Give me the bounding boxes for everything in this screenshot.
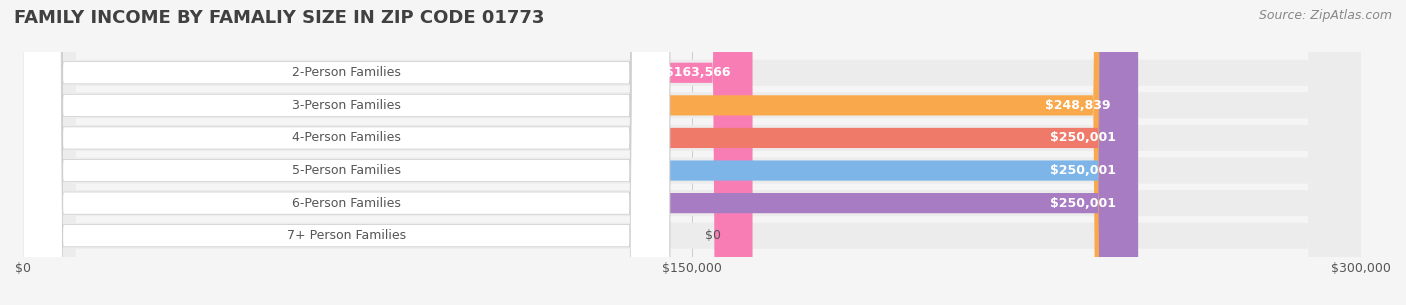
FancyBboxPatch shape bbox=[22, 0, 669, 305]
FancyBboxPatch shape bbox=[22, 0, 1137, 305]
Text: $250,001: $250,001 bbox=[1050, 164, 1116, 177]
Text: 6-Person Families: 6-Person Families bbox=[292, 197, 401, 210]
FancyBboxPatch shape bbox=[22, 0, 752, 305]
FancyBboxPatch shape bbox=[22, 0, 1361, 305]
FancyBboxPatch shape bbox=[22, 0, 669, 305]
FancyBboxPatch shape bbox=[22, 0, 669, 305]
FancyBboxPatch shape bbox=[22, 0, 1361, 305]
FancyBboxPatch shape bbox=[22, 0, 1361, 305]
Text: $248,839: $248,839 bbox=[1045, 99, 1111, 112]
Text: $0: $0 bbox=[706, 229, 721, 242]
Text: 5-Person Families: 5-Person Families bbox=[292, 164, 401, 177]
FancyBboxPatch shape bbox=[22, 0, 1361, 305]
FancyBboxPatch shape bbox=[22, 0, 669, 305]
Text: $163,566: $163,566 bbox=[665, 66, 730, 79]
Text: Source: ZipAtlas.com: Source: ZipAtlas.com bbox=[1258, 9, 1392, 22]
FancyBboxPatch shape bbox=[22, 0, 669, 305]
Text: 2-Person Families: 2-Person Families bbox=[292, 66, 401, 79]
Text: FAMILY INCOME BY FAMALIY SIZE IN ZIP CODE 01773: FAMILY INCOME BY FAMALIY SIZE IN ZIP COD… bbox=[14, 9, 544, 27]
FancyBboxPatch shape bbox=[22, 0, 669, 305]
FancyBboxPatch shape bbox=[22, 0, 1137, 305]
Text: 3-Person Families: 3-Person Families bbox=[292, 99, 401, 112]
FancyBboxPatch shape bbox=[22, 0, 1133, 305]
Text: $250,001: $250,001 bbox=[1050, 131, 1116, 145]
FancyBboxPatch shape bbox=[22, 0, 1361, 305]
FancyBboxPatch shape bbox=[22, 0, 1361, 305]
Text: 4-Person Families: 4-Person Families bbox=[292, 131, 401, 145]
Text: 7+ Person Families: 7+ Person Families bbox=[287, 229, 406, 242]
Text: $250,001: $250,001 bbox=[1050, 197, 1116, 210]
FancyBboxPatch shape bbox=[22, 0, 1137, 305]
